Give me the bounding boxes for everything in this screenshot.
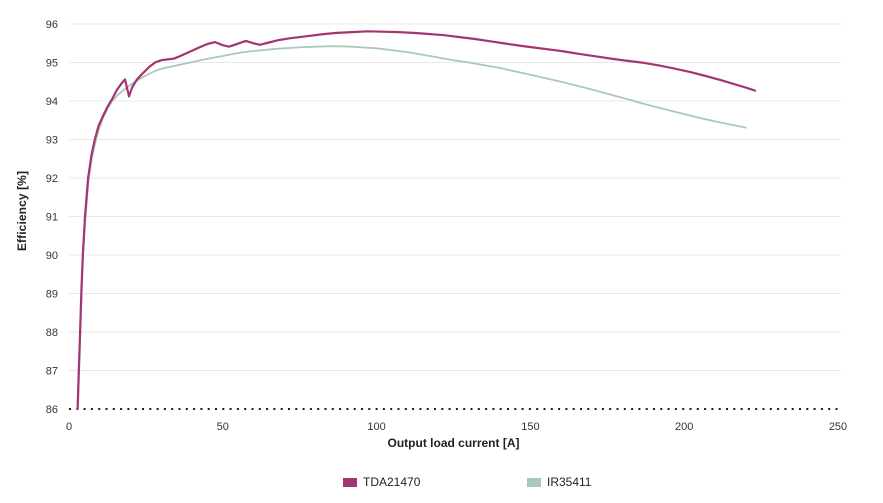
- legend-item-tda21470: TDA21470: [343, 474, 420, 490]
- y-tick-label-88: 88: [46, 327, 58, 339]
- y-tick-label-87: 87: [46, 366, 58, 378]
- y-tick-label-96: 96: [46, 19, 58, 31]
- chart-plot-area: 86 87 88 89 90 91 92 93 94 95 96 0 50 100 150 200 250: [46, 19, 847, 433]
- y-tick-label-89: 89: [46, 289, 58, 301]
- y-tick-label-91: 91: [46, 212, 58, 224]
- legend-item-ir35411: IR35411: [527, 474, 591, 490]
- y-axis-title: Efficiency [%]: [15, 170, 29, 252]
- y-tick-label-93: 93: [46, 135, 58, 147]
- x-tick-label-100: 100: [367, 421, 385, 433]
- legend-label-ir35411: IR35411: [547, 475, 592, 489]
- x-axis-title: Output load current [A]: [387, 436, 520, 450]
- y-tick-label-95: 95: [46, 58, 58, 70]
- y-tick-label-90: 90: [46, 250, 58, 262]
- x-tick-label-50: 50: [217, 421, 229, 433]
- y-tick-label-92: 92: [46, 173, 58, 185]
- y-tick-label-94: 94: [46, 96, 58, 108]
- x-tick-label-150: 150: [521, 421, 539, 433]
- legend-swatch-tda21470: [343, 477, 357, 487]
- series-line-TDA21470: [76, 30, 757, 411]
- legend-swatch-ir35411: [527, 477, 541, 487]
- x-tick-label-200: 200: [675, 421, 693, 433]
- legend-label-tda21470: TDA21470: [363, 475, 421, 489]
- x-tick-label-0: 0: [66, 421, 72, 433]
- y-tick-label-86: 86: [46, 404, 58, 416]
- x-tick-label-250: 250: [829, 421, 847, 433]
